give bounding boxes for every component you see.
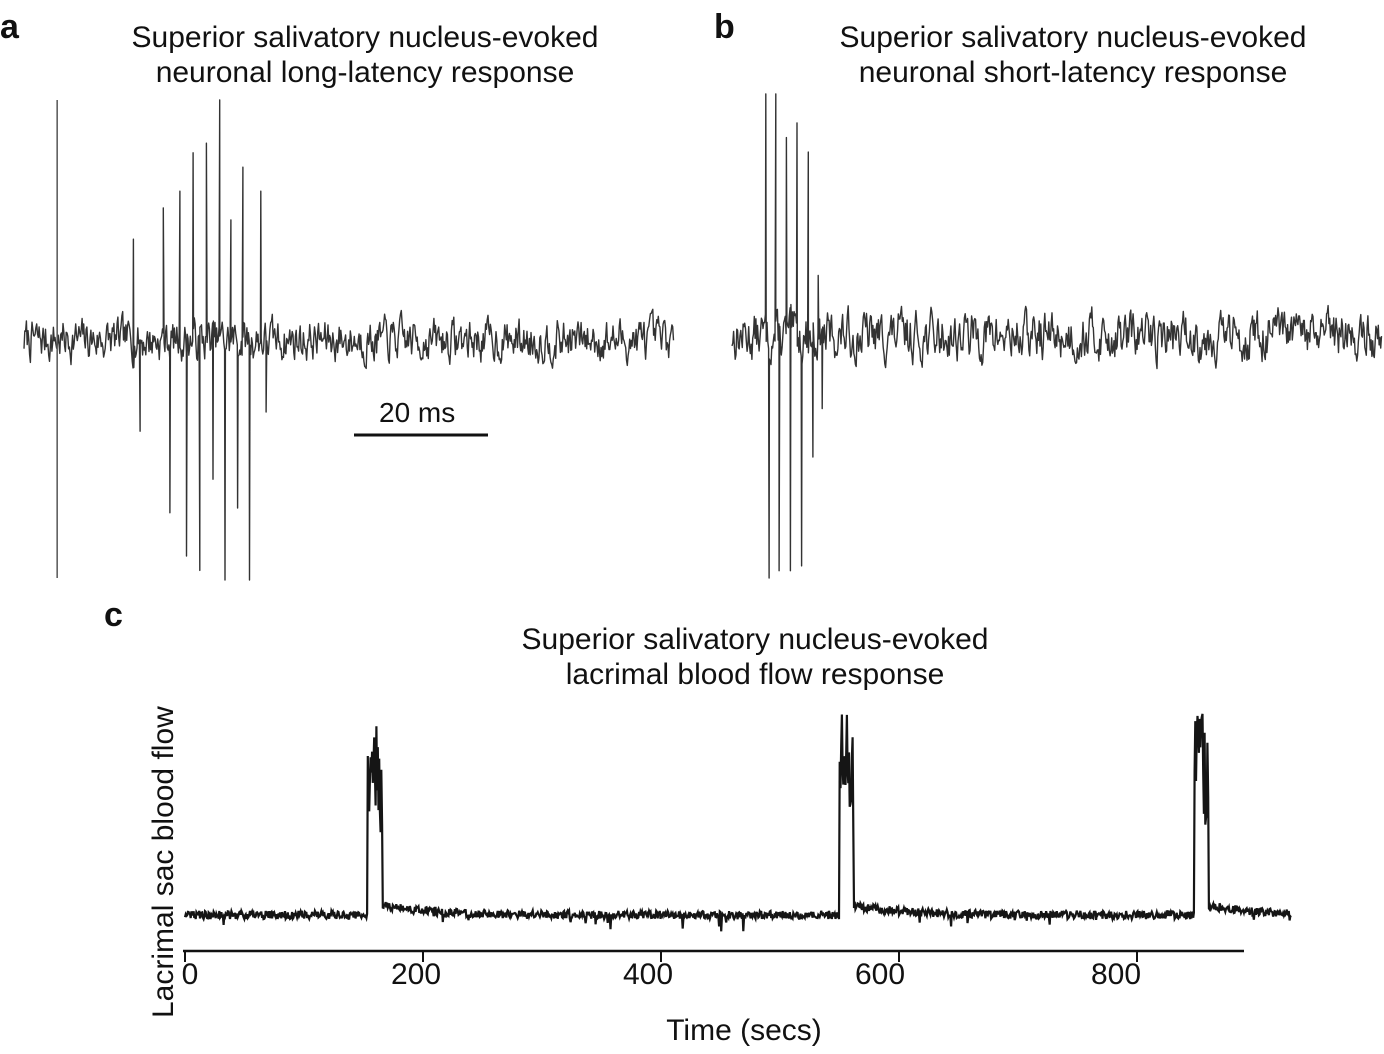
x-tick-label-200: 200: [390, 958, 442, 991]
panel-a-title: Superior salivatory nucleus-evoked neuro…: [60, 20, 670, 90]
panel-c-title-line2: lacrimal blood flow response: [565, 658, 945, 691]
panel-b-trace-group: [731, 93, 1383, 579]
panel-a-title-line1: Superior salivatory nucleus-evoked: [131, 21, 599, 54]
panel-b-title-line2: neuronal short-latency response: [858, 56, 1288, 89]
panel-c-y-axis-label: Lacrimal sac blood flow: [147, 706, 180, 1018]
x-tick-label-400: 400: [622, 958, 674, 991]
panel-b-title: Superior salivatory nucleus-evoked neuro…: [770, 20, 1376, 90]
panel-a-neuronal-trace: [23, 99, 675, 581]
panel-c-letter: c: [104, 596, 123, 634]
x-tick-label-800: 800: [1090, 958, 1142, 991]
panel-b-neuronal-trace: [731, 93, 1383, 579]
panel-c-plot: [183, 713, 1292, 962]
panel-a-title-line2: neuronal long-latency response: [155, 56, 575, 89]
panel-a-scalebar-label: 20 ms: [379, 397, 456, 428]
x-tick-label-0: 0: [181, 958, 199, 991]
panel-c-title: Superior salivatory nucleus-evoked lacri…: [440, 622, 1070, 692]
panel-c-x-ticks: [184, 951, 1138, 962]
panel-c-x-axis-label: Time (secs): [666, 1014, 822, 1047]
panel-b-letter: b: [714, 8, 735, 46]
panel-b-title-line1: Superior salivatory nucleus-evoked: [839, 21, 1307, 54]
panel-c-title-line1: Superior salivatory nucleus-evoked: [521, 623, 989, 656]
panel-a-letter: a: [0, 8, 19, 46]
panel-a-trace-group: [23, 99, 675, 581]
panel-c-blood-flow-trace: [183, 713, 1292, 932]
x-tick-label-600: 600: [854, 958, 906, 991]
